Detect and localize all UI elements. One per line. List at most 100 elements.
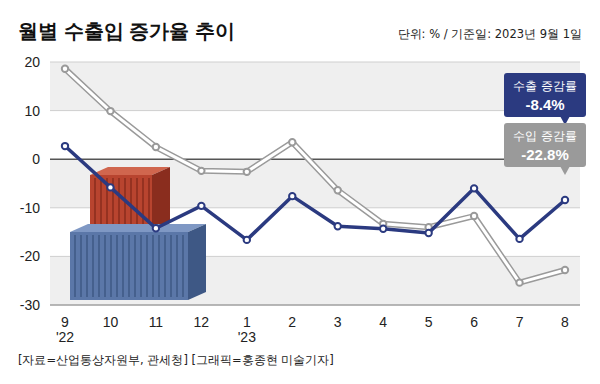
marker [471, 185, 477, 191]
zero-line [50, 158, 580, 160]
x-tick-label-line: 11 [149, 314, 164, 330]
container-rib [182, 235, 184, 297]
subtitle: 단위: % / 기준일: 2023년 9월 1일 [398, 27, 582, 41]
x-tick-label-line: 6 [470, 314, 478, 330]
marker [471, 213, 477, 219]
chart-svg: 월별 수출입 증가율 추이 단위: % / 기준일: 2023년 9월 1일 -30… [0, 0, 600, 384]
container-rib [152, 235, 154, 297]
x-tick-label-line: 7 [516, 314, 524, 330]
marker [107, 184, 113, 190]
container-rib [86, 235, 88, 297]
x-tick-label: 11 [149, 314, 164, 330]
line [65, 69, 565, 283]
x-axis-line [50, 305, 580, 306]
x-tick-label-line: 10 [103, 314, 119, 330]
grid [50, 62, 580, 305]
grid-band [50, 62, 580, 111]
marker [516, 236, 522, 242]
y-tick-label: -30 [20, 297, 40, 313]
y-tick-label: -10 [20, 200, 40, 216]
marker [62, 143, 68, 149]
line-outline [65, 69, 565, 283]
y-tick-label: 20 [24, 54, 40, 70]
x-tick-label-line: 2 [288, 314, 296, 330]
y-tick-label: -20 [20, 248, 40, 264]
marker [107, 108, 113, 114]
x-tick-label-line: 3 [334, 314, 342, 330]
marker [516, 279, 522, 285]
container-rib [136, 178, 138, 228]
container-rib [110, 235, 112, 297]
marker [425, 230, 431, 236]
marker [198, 203, 204, 209]
container-rib [130, 178, 132, 228]
series-0 [62, 143, 568, 243]
container-rib [74, 235, 76, 297]
annotation-value: -22.8% [521, 146, 569, 163]
annotation-box [504, 123, 586, 167]
series-1 [62, 66, 568, 286]
container-rib [118, 178, 120, 228]
container-rib [170, 235, 172, 297]
container-rib [176, 235, 178, 297]
annotation: 수입 증감률 -22.8% [504, 123, 586, 175]
container-rib [146, 235, 148, 297]
container-rib [94, 178, 96, 228]
x-tick-label-line: 1 [243, 314, 251, 330]
x-tick-label-line: 4 [379, 314, 387, 330]
annotation-pointer [560, 166, 570, 175]
marker [153, 144, 159, 150]
marker [289, 193, 295, 199]
marker [562, 197, 568, 203]
marker [244, 237, 250, 243]
x-tick-label: 2 [288, 314, 296, 330]
marker [198, 168, 204, 174]
y-tick-label: 0 [32, 151, 40, 167]
annotation-value: -8.4% [525, 96, 564, 113]
container-top [70, 224, 206, 232]
line [65, 146, 565, 240]
container-rib [104, 235, 106, 297]
container-illustration [70, 167, 206, 300]
x-tick-label: 10 [103, 314, 119, 330]
grid-line [50, 110, 580, 111]
x-tick-label: 1'23 [238, 314, 256, 345]
annotation-title: 수입 증감률 [513, 129, 577, 143]
x-tick-label-line: 12 [194, 314, 210, 330]
x-tick-label: 5 [425, 314, 433, 330]
marker [335, 223, 341, 229]
grid-line [50, 305, 580, 306]
container-side [188, 224, 206, 300]
x-tick-label-line: 5 [425, 314, 433, 330]
container-rib [140, 235, 142, 297]
source: [자료=산업통상자원부, 관세청] [그래픽=홍종현 미술기자] [18, 353, 334, 367]
container-rib [158, 235, 160, 297]
container-rib [80, 235, 82, 297]
x-tick-label: 6 [470, 314, 478, 330]
container-rib [134, 235, 136, 297]
container-rib [142, 178, 144, 228]
x-tick-label: 8 [561, 314, 569, 330]
container-rib [128, 235, 130, 297]
container-face [90, 175, 152, 231]
x-tick-label-line: '22 [56, 329, 74, 345]
x-tick-label-line: 8 [561, 314, 569, 330]
x-tick-label: 7 [516, 314, 524, 330]
annotation-title: 수출 증감률 [513, 79, 577, 93]
marker [289, 139, 295, 145]
marker [335, 187, 341, 193]
marker [62, 66, 68, 72]
marker [562, 267, 568, 273]
container-rib [98, 235, 100, 297]
container-face [70, 232, 188, 300]
marker [153, 225, 159, 231]
container-rib [92, 235, 94, 297]
container-rib [122, 235, 124, 297]
x-tick-label: 12 [194, 314, 210, 330]
series-group [62, 66, 568, 286]
container-rib [116, 235, 118, 297]
container-rib [100, 178, 102, 228]
title: 월별 수출입 증가율 추이 [18, 20, 235, 42]
x-tick-label-line: 9 [61, 314, 69, 330]
y-tick-label: 10 [24, 103, 40, 119]
